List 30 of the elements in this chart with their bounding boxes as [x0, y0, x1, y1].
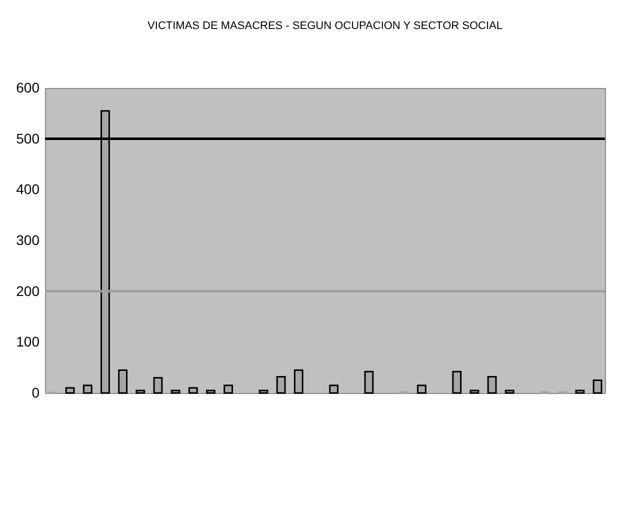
y-tick-label: 300: [16, 232, 40, 248]
y-tick-label: 500: [16, 130, 40, 146]
bar: [65, 387, 75, 394]
bar: [575, 390, 585, 394]
bar: [592, 380, 602, 394]
chart-title: VICTIMAS DE MASACRES - SEGUN OCUPACION Y SECTOR SOCIAL: [148, 20, 502, 32]
bar: [470, 390, 480, 394]
y-tick-label: 600: [16, 80, 40, 96]
bar: [364, 370, 374, 394]
y-tick-label: 200: [16, 282, 40, 299]
bar: [258, 390, 268, 394]
y-tick-label: 0: [32, 384, 40, 400]
bar: [100, 110, 110, 394]
bar: [170, 390, 180, 394]
bar: [452, 370, 462, 394]
bar: [188, 387, 198, 394]
bar: [487, 376, 497, 394]
bar: [206, 390, 216, 394]
bar: [276, 376, 286, 394]
bar: [224, 384, 234, 394]
bar: [82, 384, 92, 394]
bar: [294, 369, 304, 394]
y-tick-label: 100: [16, 334, 40, 350]
bar: [416, 384, 426, 394]
bar: [504, 390, 514, 394]
y-tick-label: 400: [16, 181, 40, 198]
bar: [329, 384, 338, 394]
bar: [153, 377, 163, 394]
bar: [118, 369, 128, 394]
bar: [136, 390, 146, 394]
